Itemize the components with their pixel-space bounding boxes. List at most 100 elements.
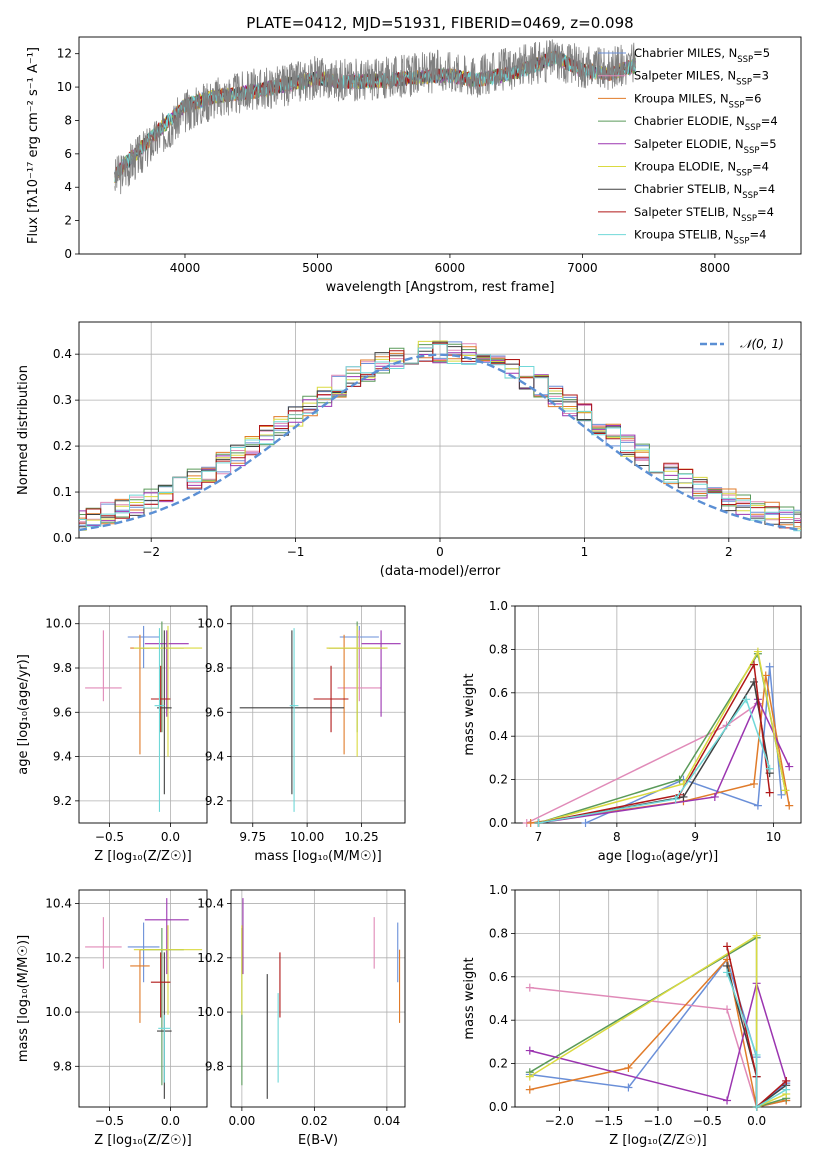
legend-label: Chabrier STELIB, NSSP=4 xyxy=(634,182,775,201)
weight-line xyxy=(529,980,787,1102)
x-axis-label: Z [log₁₀(Z/Z☉)] xyxy=(94,1133,191,1148)
weight-marker xyxy=(723,942,732,951)
legend-tail: =4 xyxy=(752,160,769,174)
legend-tail: =6 xyxy=(744,91,761,105)
y-tick-label: 0.0 xyxy=(489,1100,508,1114)
y-tick-label: 10 xyxy=(57,80,72,94)
gaussian-curve xyxy=(79,353,801,532)
y-axis-label: mass weight xyxy=(462,673,477,755)
legend-label: Salpeter STELIB, NSSP=4 xyxy=(634,205,774,224)
legend-tail: =4 xyxy=(749,228,766,242)
legend-label: Chabrier MILES, NSSP=5 xyxy=(634,46,770,65)
weight_vs_age-series xyxy=(522,647,794,827)
weight-marker xyxy=(749,779,758,788)
y-tick-label: 2 xyxy=(64,214,72,228)
spectrum-axes: 4000 5000 6000 7000 8000 0 2 4 6 8 10 12 wavelength … xyxy=(26,36,802,295)
y-tick-label: 9.8 xyxy=(205,1059,224,1073)
weight-marker xyxy=(782,1085,791,1094)
x-axis-label: (data-model)/error xyxy=(380,564,501,579)
legend-label: Kroupa ELODIE, NSSP=4 xyxy=(634,160,769,179)
legend-subscript: SSP xyxy=(736,78,752,88)
x-tick-label: 8 xyxy=(613,830,621,844)
y-tick-label: 0.6 xyxy=(489,970,508,984)
x-tick-label: −1 xyxy=(287,545,305,559)
weight-marker xyxy=(671,795,680,804)
weight-line xyxy=(538,662,771,824)
y-axis-label: mass weight xyxy=(462,957,477,1039)
legend-tail: =3 xyxy=(752,69,769,83)
residuals-axes: −2 −1 0 1 2 0.0 0.1 0.2 0.3 0.4 (data-model)/error… xyxy=(16,321,802,579)
weight-line xyxy=(538,697,771,824)
weight-marker xyxy=(723,1005,732,1014)
mass_vs_ebv-axes: 0.00 0.02 0.04 9.8 10.0 10.2 10.4 E(B-V) xyxy=(197,889,406,1148)
x-tick-label: 6000 xyxy=(435,261,466,275)
legend-subscript: SSP xyxy=(736,169,752,179)
y-tick-label: 9.4 xyxy=(205,750,224,764)
y-tick-label: 10.0 xyxy=(197,1005,224,1019)
x-tick-label: 10.25 xyxy=(344,830,378,844)
spectrum-legend: Chabrier MILES, NSSP=5 Salpeter MILES, NS… xyxy=(598,46,778,247)
y-tick-label: 0.0 xyxy=(53,531,72,545)
y-tick-label: 9.2 xyxy=(205,794,224,808)
y-axis-label: Flux [fλ10⁻¹⁷ erg cm⁻² s⁻¹ A⁻¹] xyxy=(26,47,41,244)
chart-layer: 4000 5000 6000 7000 8000024681012wavelength … xyxy=(16,36,802,1148)
mass_vs_ebv-frame xyxy=(230,889,406,1108)
legend-subscript: SSP xyxy=(737,55,753,65)
weight-marker xyxy=(624,1083,633,1092)
age_vs_Z-axes: −0.5 0.0 9.2 9.4 9.6 9.8 10.0 Z [log₁₀(Z/Z☉)] ag… xyxy=(16,605,208,864)
legend-tail: =4 xyxy=(761,114,778,128)
histogram-step xyxy=(79,352,801,527)
weight-marker xyxy=(526,819,535,827)
y-tick-label: 9.6 xyxy=(205,705,224,719)
weight-marker xyxy=(534,819,543,827)
model-spectrum-line xyxy=(114,50,636,183)
mass_vs_ebv-errorbars xyxy=(241,898,401,1099)
legend-tail: =4 xyxy=(758,182,775,196)
legend-label: Salpeter MILES, NSSP=3 xyxy=(634,69,769,88)
weight-line xyxy=(538,649,787,824)
x-tick-label: 0.00 xyxy=(229,1114,256,1128)
weight-marker xyxy=(753,647,762,656)
x-tick-label: −1.5 xyxy=(594,1114,623,1128)
y-tick-label: 9.8 xyxy=(53,1059,72,1073)
mass_vs_Z-axes: −0.5 0.0 9.8 10.0 10.2 10.4 Z [log₁₀(Z/Z☉)] mas… xyxy=(16,889,208,1148)
x-tick-label: −0.5 xyxy=(693,1114,722,1128)
weight_vs_Z-axes: −2.0 −1.5 −1.0 −0.5 0.0 0.0 0.2 0.4 0.6 0.8 1.0 Z [… xyxy=(462,883,802,1148)
weight-line xyxy=(538,697,790,824)
x-tick-label: 4000 xyxy=(170,261,201,275)
y-tick-label: 10.0 xyxy=(197,617,224,631)
weight-marker xyxy=(581,819,590,827)
age_vs_mass-axes: 9.75 10.00 10.25 9.2 9.4 9.6 9.8 10.0 mass [log₁… xyxy=(197,605,406,864)
weight-marker xyxy=(723,968,732,977)
weight-marker xyxy=(782,1076,791,1085)
x-tick-label: −2.0 xyxy=(545,1114,574,1128)
x-axis-label: mass [log₁₀(M/M☉)] xyxy=(254,849,381,864)
y-tick-label: 0.8 xyxy=(489,926,508,940)
x-tick-label: −0.5 xyxy=(95,1114,124,1128)
x-tick-label: 2 xyxy=(725,545,733,559)
legend-tail: =5 xyxy=(753,46,770,60)
weight-marker xyxy=(785,762,794,771)
weight-marker xyxy=(525,1085,534,1094)
y-tick-label: 0.4 xyxy=(489,729,508,743)
x-tick-label: 1 xyxy=(581,545,589,559)
age_vs_mass-frame xyxy=(230,605,406,824)
x-tick-label: 0.04 xyxy=(374,1114,401,1128)
y-tick-label: 0 xyxy=(64,247,72,261)
histogram-step xyxy=(79,340,801,531)
age_vs_mass-errorbars xyxy=(239,621,401,812)
x-tick-label: 10.00 xyxy=(290,830,324,844)
histogram-step xyxy=(79,341,801,528)
weight-marker xyxy=(525,983,534,992)
x-tick-label: 0.0 xyxy=(747,1114,766,1128)
y-tick-label: 0.8 xyxy=(489,642,508,656)
y-axis-label: mass [log₁₀(M/M☉)] xyxy=(16,935,31,1062)
age_vs_Z-errorbars xyxy=(85,621,203,812)
y-tick-label: 10.0 xyxy=(45,1005,72,1019)
legend-subscript: SSP xyxy=(734,237,750,247)
x-axis-label: age [log₁₀(age/yr)] xyxy=(598,849,719,864)
y-tick-label: 0.2 xyxy=(53,439,72,453)
x-axis-label: wavelength [Angstrom, rest frame] xyxy=(326,280,555,295)
x-tick-label: 7000 xyxy=(567,261,598,275)
